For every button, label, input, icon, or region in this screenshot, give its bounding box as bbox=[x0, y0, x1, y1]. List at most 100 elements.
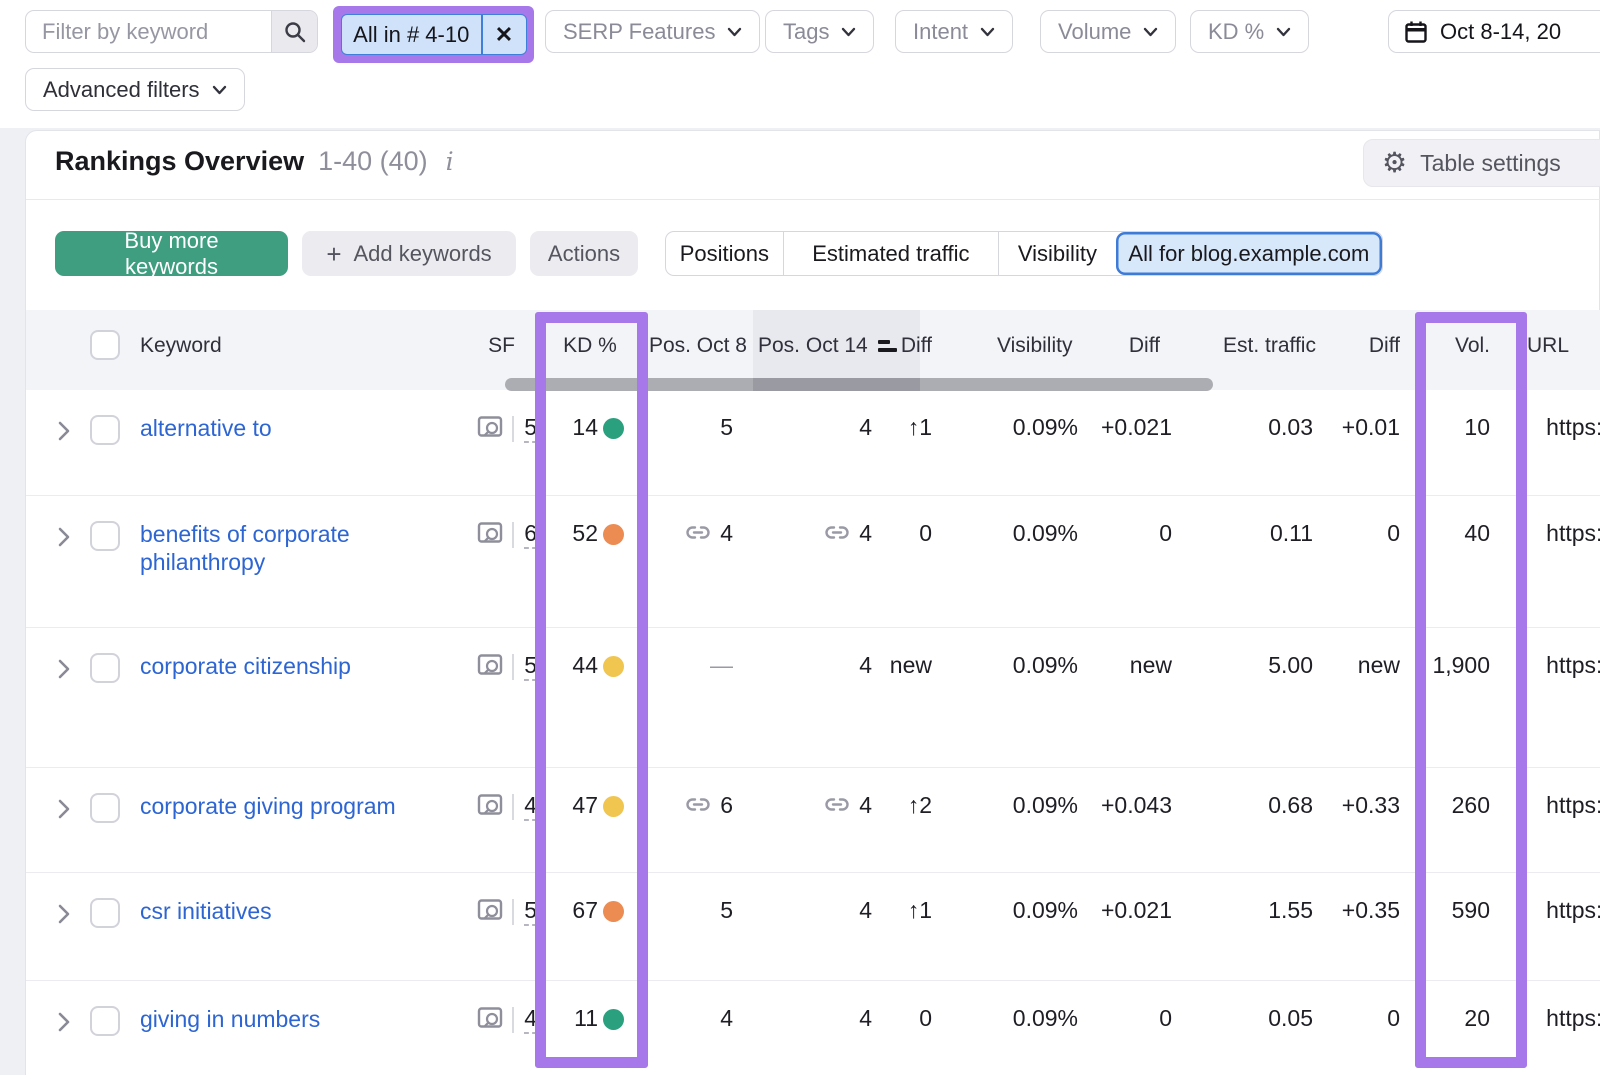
info-icon[interactable]: i bbox=[445, 147, 454, 176]
row-checkbox[interactable] bbox=[90, 1006, 120, 1036]
url-link[interactable]: https://b bbox=[1546, 652, 1600, 678]
est-traffic-value: 0.68 bbox=[1268, 792, 1313, 818]
chip-divider bbox=[481, 15, 483, 54]
serp-preview-icon[interactable] bbox=[477, 1006, 503, 1030]
link-icon bbox=[825, 798, 849, 811]
url-link[interactable]: https://b bbox=[1546, 897, 1600, 923]
pos-oct14-label: Pos. Oct 14 bbox=[758, 334, 868, 357]
keyword-filter-input[interactable]: Filter by keyword bbox=[25, 10, 318, 53]
col-header-vol[interactable]: Vol. bbox=[1454, 334, 1490, 357]
col-header-keyword[interactable]: Keyword bbox=[140, 334, 222, 357]
actions-button[interactable]: Actions bbox=[530, 231, 638, 276]
col-header-sf[interactable]: SF bbox=[488, 334, 515, 357]
sf-count[interactable]: 4 bbox=[481, 1005, 537, 1034]
expand-chevron-icon[interactable] bbox=[57, 1011, 71, 1033]
chevron-down-icon bbox=[212, 85, 226, 94]
intent-dropdown[interactable]: Intent bbox=[895, 10, 1014, 53]
pos-diff-value: 0 bbox=[919, 1005, 932, 1031]
advanced-filters-label: Advanced filters bbox=[43, 76, 200, 102]
col-header-diff[interactable]: Diff bbox=[900, 334, 932, 357]
search-button[interactable] bbox=[271, 11, 317, 52]
row-checkbox[interactable] bbox=[90, 793, 120, 823]
url-link[interactable]: https://b bbox=[1546, 1005, 1600, 1031]
pos-oct8-value: 5 bbox=[720, 414, 733, 440]
volume-value: 590 bbox=[1451, 897, 1490, 923]
expand-chevron-icon[interactable] bbox=[57, 658, 71, 680]
traffic-diff-value: +0.35 bbox=[1341, 897, 1400, 923]
expand-chevron-icon[interactable] bbox=[57, 903, 71, 925]
kd-filter-dropdown[interactable]: KD % bbox=[1190, 10, 1310, 53]
chevron-down-icon bbox=[1144, 27, 1158, 36]
position-filter-chip[interactable]: All in # 4-10 ✕ bbox=[340, 14, 527, 55]
expand-chevron-icon[interactable] bbox=[57, 420, 71, 442]
visibility-diff-value: 0 bbox=[1159, 520, 1172, 546]
view-tabs: Positions Estimated traffic Visibility A… bbox=[665, 231, 1383, 276]
sf-count[interactable]: 5 bbox=[481, 897, 537, 926]
col-header-url[interactable]: URL bbox=[1527, 334, 1570, 357]
col-header-pos-oct8[interactable]: Pos. Oct 8 bbox=[648, 334, 747, 357]
sf-count[interactable]: 5 bbox=[481, 414, 537, 443]
sf-count[interactable]: 5 bbox=[481, 652, 537, 681]
url-link[interactable]: https://b bbox=[1546, 792, 1600, 818]
col-header-diff3[interactable]: Diff bbox=[1368, 334, 1400, 357]
kd-dot bbox=[603, 796, 624, 817]
visibility-value: 0.09% bbox=[1012, 1005, 1078, 1031]
tab-visibility[interactable]: Visibility bbox=[998, 232, 1116, 275]
pos-oct8-value: 6 bbox=[600, 792, 733, 819]
keyword-link[interactable]: corporate citizenship bbox=[140, 653, 351, 679]
row-checkbox[interactable] bbox=[90, 898, 120, 928]
url-link[interactable]: https://b bbox=[1546, 520, 1600, 546]
url-link[interactable]: https://b bbox=[1546, 414, 1600, 440]
traffic-diff-value: +0.01 bbox=[1341, 414, 1400, 440]
select-all-checkbox[interactable] bbox=[90, 330, 120, 360]
pos-oct8-value: 4 bbox=[600, 520, 733, 547]
expand-chevron-icon[interactable] bbox=[57, 798, 71, 820]
row-checkbox[interactable] bbox=[90, 521, 120, 551]
horizontal-scrollbar[interactable] bbox=[505, 378, 1213, 391]
volume-value: 260 bbox=[1451, 792, 1490, 818]
serp-preview-icon[interactable] bbox=[477, 898, 503, 922]
tab-positions[interactable]: Positions bbox=[679, 240, 769, 266]
tags-dropdown[interactable]: Tags bbox=[765, 10, 875, 53]
est-traffic-value: 1.55 bbox=[1268, 897, 1313, 923]
sf-count[interactable]: 6 bbox=[481, 520, 537, 549]
sf-count[interactable]: 4 bbox=[481, 792, 537, 821]
keyword-link[interactable]: benefits of corporate philanthropy bbox=[140, 521, 350, 575]
col-header-diff2[interactable]: Diff bbox=[1128, 334, 1160, 357]
advanced-filters-dropdown[interactable]: Advanced filters bbox=[25, 68, 245, 111]
add-keywords-button[interactable]: + Add keywords bbox=[302, 231, 516, 276]
keyword-link[interactable]: alternative to bbox=[140, 415, 272, 441]
search-icon bbox=[284, 21, 305, 42]
col-header-kd[interactable]: KD % bbox=[563, 334, 617, 357]
keyword-link[interactable]: giving in numbers bbox=[140, 1006, 321, 1032]
row-checkbox[interactable] bbox=[90, 415, 120, 445]
serp-preview-icon[interactable] bbox=[477, 793, 503, 817]
visibility-diff-value: new bbox=[1129, 652, 1172, 678]
chip-close-icon[interactable]: ✕ bbox=[494, 21, 514, 47]
serp-preview-icon[interactable] bbox=[477, 653, 503, 677]
buy-more-keywords-button[interactable]: Buy more keywords bbox=[55, 228, 288, 279]
gear-icon: ⚙ bbox=[1382, 147, 1408, 178]
keyword-link[interactable]: csr initiatives bbox=[140, 898, 272, 924]
table-settings-button[interactable]: ⚙ Table settings bbox=[1363, 139, 1600, 187]
volume-dropdown[interactable]: Volume bbox=[1040, 10, 1177, 53]
col-header-pos-oct14[interactable]: Pos. Oct 14 bbox=[758, 334, 897, 358]
est-traffic-value: 0.03 bbox=[1268, 414, 1313, 440]
tab-all-for-domain[interactable]: All for blog.example.com bbox=[1115, 232, 1382, 275]
expand-chevron-icon[interactable] bbox=[57, 526, 71, 548]
tab-estimated-traffic[interactable]: Estimated traffic bbox=[782, 232, 998, 275]
row-checkbox[interactable] bbox=[90, 653, 120, 683]
serp-preview-icon[interactable] bbox=[477, 415, 503, 439]
col-header-visibility[interactable]: Visibility bbox=[997, 334, 1073, 357]
sort-descending-icon bbox=[877, 340, 897, 352]
col-header-est-traffic[interactable]: Est. traffic bbox=[1223, 334, 1316, 357]
date-range-picker[interactable]: Oct 8-14, 20 bbox=[1388, 10, 1600, 53]
serp-preview-icon[interactable] bbox=[477, 521, 503, 545]
serp-features-dropdown[interactable]: SERP Features bbox=[545, 10, 761, 53]
pos-oct8-value: 5 bbox=[720, 897, 733, 923]
pos-oct14-value: 4 bbox=[859, 897, 872, 923]
kd-value: 47 bbox=[572, 792, 598, 818]
pos-oct14-value: 4 bbox=[859, 414, 872, 440]
calendar-icon bbox=[1405, 21, 1427, 43]
keyword-link[interactable]: corporate giving program bbox=[140, 793, 396, 819]
